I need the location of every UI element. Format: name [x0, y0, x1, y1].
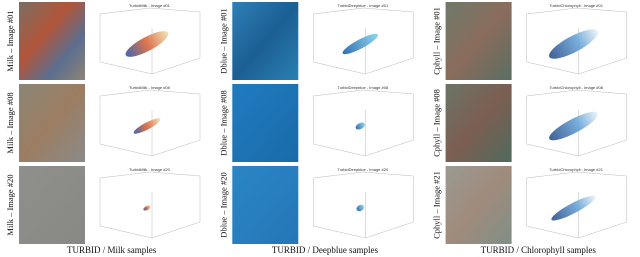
point-cloud [143, 205, 151, 211]
plot-title: TurbidDeepblue - Image #01 [337, 3, 389, 8]
row-label: Cphyll – Image #08 [432, 89, 442, 157]
point-cloud [356, 204, 365, 212]
column-caption: TURBID / Milk samples [67, 245, 157, 255]
point-cloud [551, 195, 596, 221]
plot-axes [99, 89, 201, 157]
plot-title: TurbidMilk - Image #20 [129, 167, 171, 172]
plot-axes [526, 171, 627, 239]
row-label: Milk – Image #20 [5, 174, 15, 235]
plot-title: TurbidMilk - Image #01 [129, 3, 171, 8]
row-label: Cphyll – Image #01 [432, 7, 442, 75]
plot-axes [99, 7, 201, 75]
plot-axes [313, 89, 414, 157]
column-caption: TURBID / Chlorophyll samples [481, 245, 597, 255]
row-label: Dblue – Image #01 [218, 8, 228, 73]
plot-axes [313, 7, 414, 75]
plot-axes [526, 7, 627, 75]
plot-axes [99, 171, 201, 239]
row-label: Dblue – Image #20 [218, 172, 228, 237]
plot-title: TurbidMilk - Image #08 [129, 85, 171, 90]
point-cloud [125, 31, 169, 57]
sample-image [445, 84, 512, 162]
point-cloud [549, 29, 599, 59]
plot-title: TurbidDeepblue - Image #08 [337, 85, 389, 90]
plot-axes [526, 89, 627, 157]
column-caption: TURBID / Deepblue samples [272, 245, 379, 255]
sample-image [19, 166, 85, 244]
plot-title: TurbidChlorophyll - Image #01 [549, 3, 603, 8]
sample-image [232, 2, 299, 80]
sample-image [232, 84, 299, 162]
sample-image [19, 2, 85, 80]
sample-image [232, 166, 299, 244]
plot-title: TurbidDeepblue - Image #20 [337, 167, 389, 172]
sample-image [19, 84, 85, 162]
row-label: Milk – Image #01 [5, 10, 15, 71]
sample-image [445, 166, 512, 244]
row-label: Dblue – Image #08 [218, 90, 228, 155]
plot-title: TurbidChlorophyll - Image #08 [549, 85, 603, 90]
point-cloud [355, 122, 365, 130]
point-cloud [133, 118, 161, 134]
sample-image [445, 2, 512, 80]
plot-axes [313, 171, 414, 239]
row-label: Milk – Image #08 [5, 92, 15, 153]
point-cloud [549, 111, 599, 141]
plot-title: TurbidChlorophyll - Image #21 [549, 167, 603, 172]
row-label: Cphyll – Image #21 [432, 171, 442, 239]
point-cloud [342, 33, 379, 55]
